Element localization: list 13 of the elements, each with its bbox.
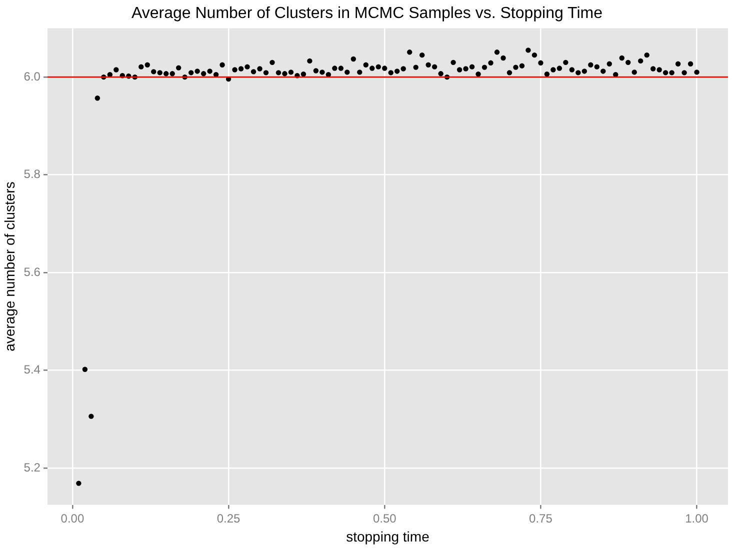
x-tick-label: 0.75 bbox=[529, 511, 553, 526]
y-tick-label: 5.2 bbox=[24, 460, 41, 474]
x-tick-label: 0.25 bbox=[216, 511, 241, 526]
x-tick-label: 0.00 bbox=[60, 511, 84, 526]
y-tick-label: 5.4 bbox=[24, 362, 41, 377]
x-tick-label: 0.50 bbox=[372, 511, 397, 526]
x-axis-title: stopping time bbox=[346, 528, 430, 544]
y-tick-label: 5.6 bbox=[24, 264, 41, 279]
x-tick-label: 1.00 bbox=[685, 511, 709, 526]
y-tick-label: 6.0 bbox=[24, 69, 41, 84]
chart-title: Average Number of Clusters in MCMC Samples vs. Stopping Time bbox=[132, 5, 603, 22]
y-tick-label: 5.8 bbox=[24, 167, 41, 182]
y-axis-title: average number of clusters bbox=[1, 182, 18, 352]
